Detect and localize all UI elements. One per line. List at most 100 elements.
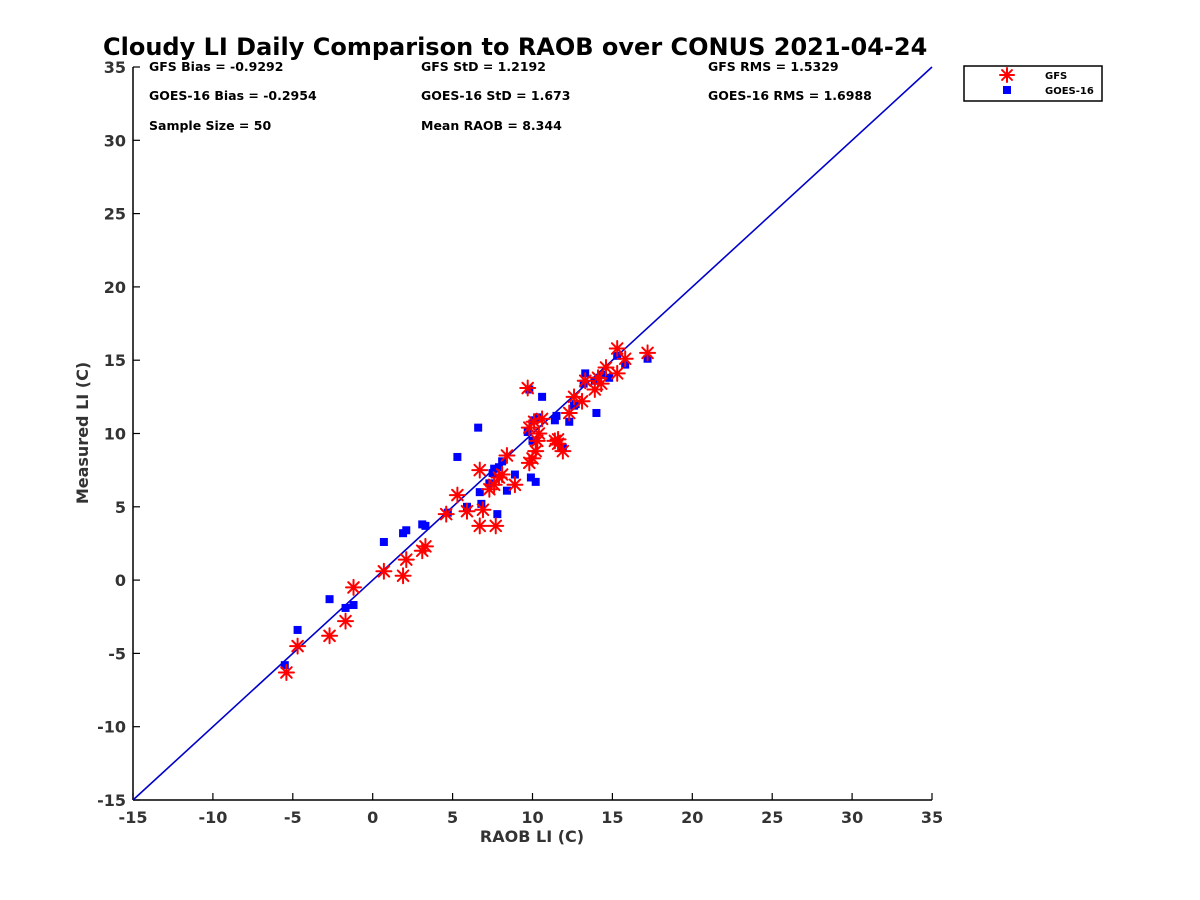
goes16-point (605, 373, 614, 382)
gfs-point (519, 379, 537, 397)
gfs-point (458, 502, 476, 520)
gfs-point (448, 486, 466, 504)
gfs-point (554, 442, 572, 460)
gfs-point (608, 364, 626, 382)
goes16-point (421, 521, 430, 530)
gfs-point (375, 562, 393, 580)
goes16-point (592, 408, 601, 417)
goes16-point (325, 595, 334, 604)
legend-goes-marker (1003, 86, 1011, 94)
x-tick-label: 20 (681, 808, 703, 827)
y-tick-label: 25 (104, 205, 126, 224)
x-tick-label: 35 (921, 808, 943, 827)
gfs-point (608, 339, 626, 357)
gfs-point (487, 517, 505, 535)
goes16-point (477, 499, 486, 508)
goes16-point (550, 416, 559, 425)
goes16-point (293, 625, 302, 634)
gfs-point (592, 375, 610, 393)
gfs-point (639, 344, 657, 362)
goes16-point (510, 470, 519, 479)
x-tick-label: 15 (601, 808, 623, 827)
x-tick-label: -5 (284, 808, 302, 827)
y-tick-label: -10 (97, 718, 126, 737)
stat-gfs-std: GFS StD = 1.2192 (421, 59, 546, 74)
gfs-point (337, 612, 355, 630)
legend-gfs-label: GFS (1045, 71, 1067, 82)
goes16-point (526, 473, 535, 482)
goes16-point (453, 452, 462, 461)
x-tick-label: 10 (521, 808, 543, 827)
stat-sample-size: Sample Size = 50 (149, 118, 271, 133)
goes16-point (349, 601, 358, 610)
gfs-point (416, 537, 434, 555)
x-tick-label: 5 (447, 808, 458, 827)
goes16-point (493, 510, 502, 519)
y-tick-label: 35 (104, 58, 126, 77)
stat-goes-std: GOES-16 StD = 1.673 (421, 88, 570, 103)
goes16-point (341, 603, 350, 612)
y-tick-label: 30 (104, 131, 126, 150)
x-tick-label: 30 (841, 808, 863, 827)
gfs-point (506, 476, 524, 494)
y-tick-label: 20 (104, 278, 126, 297)
goes16-point (488, 469, 497, 478)
legend-box (963, 65, 1103, 102)
gfs-point (527, 442, 545, 460)
gfs-point (616, 350, 634, 368)
gfs-point (560, 404, 578, 422)
y-tick-label: 5 (115, 498, 126, 517)
gfs-point (573, 392, 591, 410)
stat-goes-rms: GOES-16 RMS = 1.6988 (708, 88, 872, 103)
gfs-point (321, 627, 339, 645)
gfs-point (394, 567, 412, 585)
goes16-point (523, 428, 532, 437)
goes16-point (502, 486, 511, 495)
goes16-point (490, 464, 499, 473)
stat-goes-bias: GOES-16 Bias = -0.2954 (149, 88, 317, 103)
gfs-point (345, 578, 363, 596)
gfs-point (498, 446, 516, 464)
goes16-point (474, 423, 483, 432)
goes16-point (538, 392, 547, 401)
goes16-point (402, 526, 411, 535)
stat-gfs-rms: GFS RMS = 1.5329 (708, 59, 839, 74)
goes16-point (280, 661, 289, 670)
gfs-point (277, 663, 295, 681)
y-tick-label: -5 (108, 644, 126, 663)
y-tick-label: 15 (104, 351, 126, 370)
gfs-point (533, 410, 551, 428)
gfs-point (471, 517, 489, 535)
x-tick-label: 0 (367, 808, 378, 827)
gfs-point (549, 430, 567, 448)
goes16-point (552, 411, 561, 420)
goes16-point (494, 463, 503, 472)
y-axis-label: Measured LI (C) (73, 362, 92, 504)
stat-gfs-bias: GFS Bias = -0.9292 (149, 59, 283, 74)
goes16-point (531, 477, 540, 486)
gfs-point (437, 505, 455, 523)
gfs-point (397, 551, 415, 569)
x-tick-label: -15 (119, 808, 148, 827)
legend-gfs-marker (999, 67, 1015, 83)
gfs-point (597, 359, 615, 377)
series-gfs (277, 339, 657, 681)
goes16-point (571, 400, 580, 409)
x-tick-label: 25 (761, 808, 783, 827)
goes16-point (475, 488, 484, 497)
x-axis-ticks: -15 -10 -5 0 5 10 15 20 25 30 35 (119, 793, 943, 827)
chart-title: Cloudy LI Daily Comparison to RAOB over … (103, 33, 927, 61)
x-axis-label: RAOB LI (C) (480, 827, 584, 846)
legend-goes-label: GOES-16 (1045, 86, 1094, 97)
gfs-point (471, 461, 489, 479)
stat-mean-raob: Mean RAOB = 8.344 (421, 118, 562, 133)
y-tick-label: 10 (104, 425, 126, 444)
gfs-point (493, 466, 511, 484)
goes16-point (379, 537, 388, 546)
goes16-point (565, 417, 574, 426)
gfs-point (289, 637, 307, 655)
x-tick-label: -10 (198, 808, 227, 827)
legend-gfs-asterisk (999, 67, 1015, 83)
y-tick-label: -15 (97, 791, 126, 810)
